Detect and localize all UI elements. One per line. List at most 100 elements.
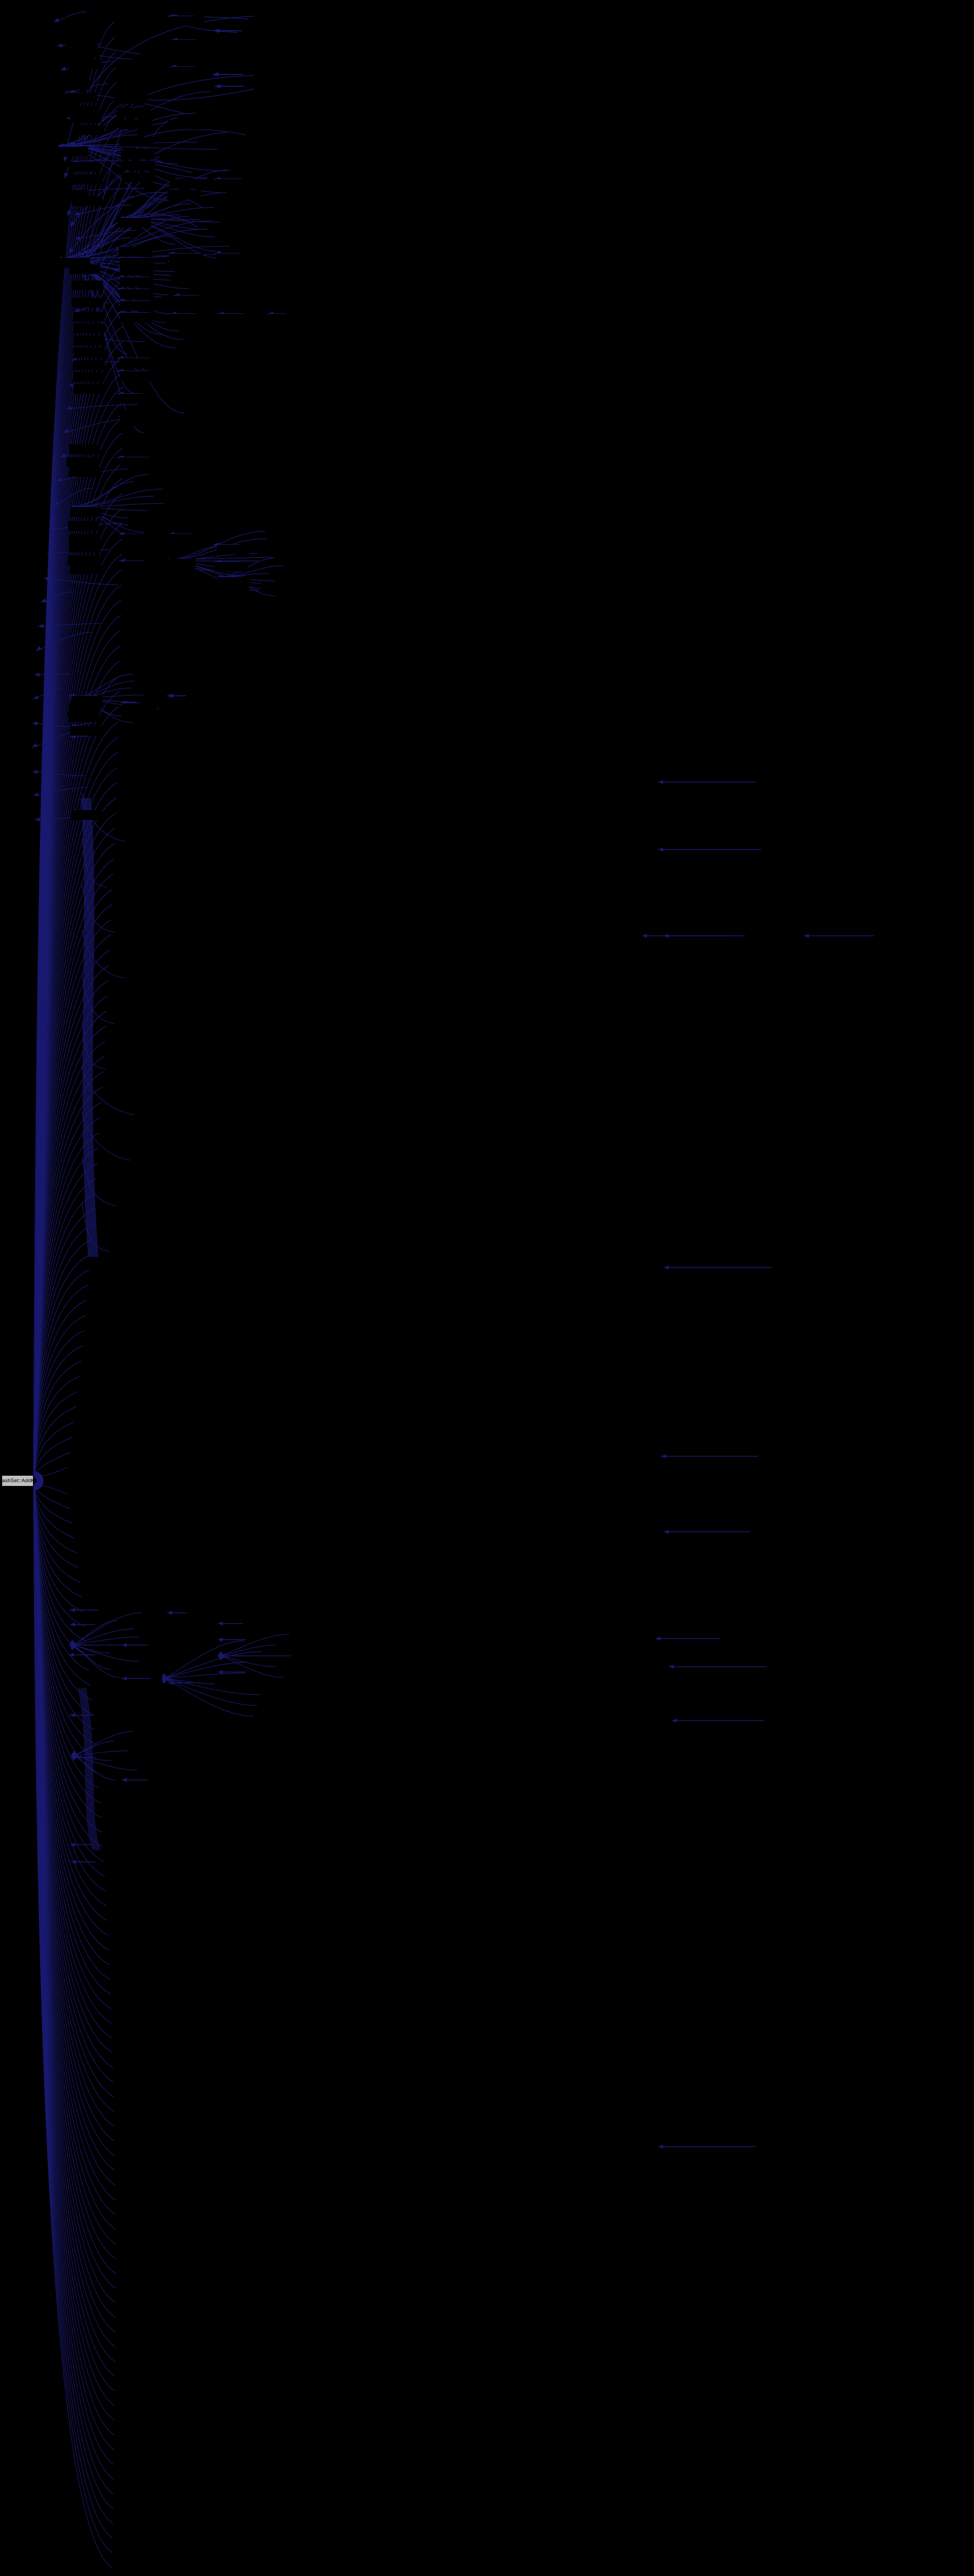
graph-node[interactable] xyxy=(171,16,204,26)
edge-arrowhead xyxy=(669,1664,674,1669)
graph-node[interactable] xyxy=(66,37,97,46)
graph-node[interactable] xyxy=(56,80,90,90)
graph-node[interactable] xyxy=(55,147,88,156)
edge-arrowhead xyxy=(804,934,809,938)
graph-node[interactable] xyxy=(117,108,150,118)
edge-arrowhead xyxy=(672,1718,677,1723)
graph-edge xyxy=(89,798,98,1257)
graph-node[interactable] xyxy=(269,314,302,324)
graph-node[interactable] xyxy=(123,703,156,713)
graph-node[interactable] xyxy=(69,264,100,274)
graph-node[interactable] xyxy=(122,173,155,182)
graph-node[interactable] xyxy=(67,47,99,57)
graph-node[interactable] xyxy=(72,298,103,307)
graph-node[interactable] xyxy=(216,254,249,263)
graph-node[interactable] xyxy=(216,179,249,189)
focus-node-thashset-addkey[interactable]: THashSet::AddKey xyxy=(2,1475,33,1486)
edge-arrowhead xyxy=(32,770,38,775)
graph-node[interactable] xyxy=(73,125,104,135)
graph-node[interactable] xyxy=(168,120,202,129)
graph-node[interactable] xyxy=(68,712,99,722)
graph-node[interactable] xyxy=(68,521,99,531)
graph-node[interactable] xyxy=(215,562,248,572)
graph-node[interactable] xyxy=(120,371,153,381)
graph-node[interactable] xyxy=(65,93,97,102)
graph-edge xyxy=(84,1688,99,1851)
graph-node[interactable] xyxy=(169,179,203,189)
graph-node[interactable] xyxy=(67,457,98,467)
edge-arrowhead xyxy=(69,383,74,388)
edge-arrowhead xyxy=(66,406,72,410)
graph-node[interactable] xyxy=(169,534,203,544)
edge-arrowhead xyxy=(664,1265,669,1270)
graph-node[interactable] xyxy=(172,314,205,324)
graph-node[interactable] xyxy=(69,162,100,172)
graph-node[interactable] xyxy=(217,545,250,554)
graph-node[interactable] xyxy=(172,67,205,77)
graph-edge xyxy=(79,1688,94,1851)
graph-node[interactable] xyxy=(69,467,100,477)
graph-node[interactable] xyxy=(120,358,153,368)
edge-arrowhead xyxy=(57,477,63,482)
graph-edge xyxy=(33,1437,73,1479)
graph-node[interactable] xyxy=(216,586,249,595)
graph-node[interactable] xyxy=(70,113,101,123)
graph-node[interactable] xyxy=(121,150,154,160)
edge-arrowhead xyxy=(661,1454,666,1458)
graph-node[interactable] xyxy=(70,564,101,574)
graph-node[interactable] xyxy=(72,175,103,184)
graph-node[interactable] xyxy=(162,562,195,572)
graph-edge xyxy=(58,134,138,146)
graph-edge xyxy=(70,503,165,508)
graph-node[interactable] xyxy=(123,534,156,544)
edge-arrowhead xyxy=(69,248,74,254)
graph-edge xyxy=(81,1202,110,1252)
graph-node[interactable] xyxy=(114,94,148,104)
graph-node[interactable] xyxy=(69,543,100,552)
edge-arrowhead xyxy=(218,1638,223,1642)
graph-node[interactable] xyxy=(120,137,153,147)
graph-node[interactable] xyxy=(72,280,103,290)
edge-arrowhead xyxy=(60,453,66,457)
graph-node[interactable] xyxy=(167,190,201,200)
graph-node[interactable] xyxy=(120,394,153,403)
graph-node[interactable] xyxy=(120,313,153,323)
graph-node[interactable] xyxy=(70,726,101,736)
graph-edge xyxy=(83,798,92,1257)
graph-node[interactable] xyxy=(219,314,253,324)
graph-edge xyxy=(217,1655,284,1678)
graph-node[interactable] xyxy=(120,301,153,311)
graph-node[interactable] xyxy=(64,27,96,37)
graph-edge xyxy=(78,1688,93,1851)
graph-node[interactable] xyxy=(69,444,100,454)
graph-node[interactable] xyxy=(173,40,206,50)
graph-node[interactable] xyxy=(123,561,156,571)
graph-node[interactable] xyxy=(119,247,152,257)
graph-edge xyxy=(33,1452,71,1479)
edge-arrowhead xyxy=(57,43,63,48)
graph-node[interactable] xyxy=(175,296,208,305)
graph-node[interactable] xyxy=(70,507,101,517)
graph-node[interactable] xyxy=(120,457,153,467)
graph-node[interactable] xyxy=(120,265,153,275)
graph-node[interactable] xyxy=(73,384,105,394)
graph-node[interactable] xyxy=(120,289,153,299)
graph-edge xyxy=(71,98,142,266)
graph-node[interactable] xyxy=(73,312,105,321)
graph-node[interactable] xyxy=(69,59,100,69)
graph-node[interactable] xyxy=(119,120,152,129)
graph-node[interactable] xyxy=(120,416,153,426)
graph-edge xyxy=(64,16,254,162)
graph-node[interactable] xyxy=(121,161,154,170)
graph-node[interactable] xyxy=(73,348,105,358)
graph-node[interactable] xyxy=(120,277,153,287)
graph-node[interactable] xyxy=(71,196,103,206)
graph-node[interactable] xyxy=(169,261,203,271)
graph-node[interactable] xyxy=(71,810,103,820)
graph-edge xyxy=(70,481,134,508)
graph-node[interactable] xyxy=(73,335,105,345)
graph-node[interactable] xyxy=(73,324,105,333)
graph-node[interactable] xyxy=(73,372,105,382)
graph-node[interactable] xyxy=(73,360,105,370)
graph-node[interactable] xyxy=(118,218,151,228)
